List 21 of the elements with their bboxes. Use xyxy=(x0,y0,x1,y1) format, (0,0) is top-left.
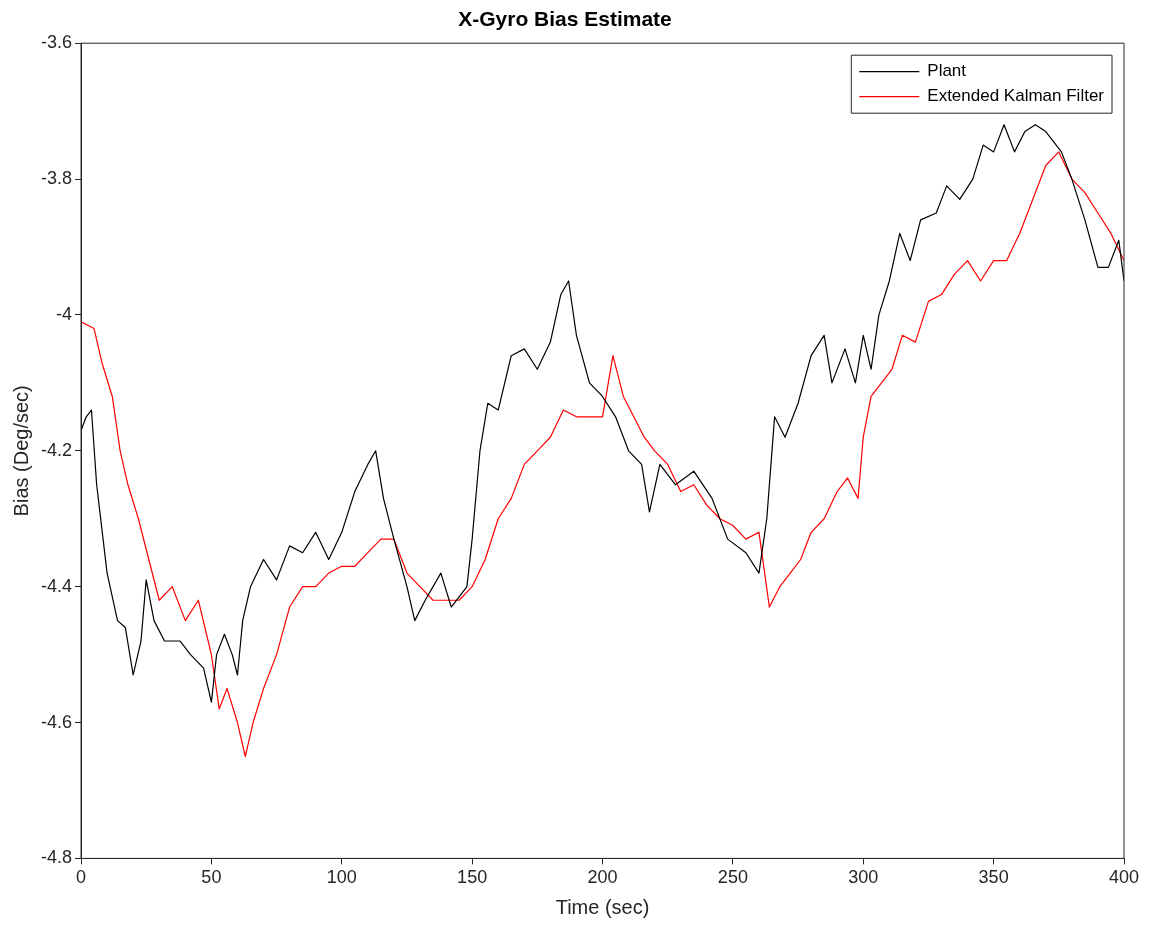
y-tick-label: -4.8 xyxy=(40,847,73,868)
y-tick-label: -4 xyxy=(56,303,73,324)
legend-label: Extended Kalman Filter xyxy=(927,86,1105,106)
legend-label: Plant xyxy=(927,61,967,81)
x-tick-label: 200 xyxy=(587,867,618,888)
y-tick-label: -3.6 xyxy=(40,32,73,53)
chart-title: X-Gyro Bias Estimate xyxy=(458,7,672,31)
y-tick-label: -4.2 xyxy=(40,439,73,460)
x-tick-label: 300 xyxy=(848,867,879,888)
y-tick-label: -4.6 xyxy=(40,711,73,732)
x-tick-label: 100 xyxy=(326,867,357,888)
y-tick-label: -3.8 xyxy=(40,168,73,189)
x-tick-label: 250 xyxy=(717,867,748,888)
x-axis-title: Time (sec) xyxy=(555,895,650,918)
y-tick-label: -4.4 xyxy=(40,575,73,596)
x-tick-label: 50 xyxy=(201,867,222,888)
x-tick-label: 150 xyxy=(457,867,488,888)
y-axis-title: Bias (Deg/sec) xyxy=(9,385,32,517)
x-tick-label: 350 xyxy=(978,867,1009,888)
x-tick-label: 0 xyxy=(76,867,87,888)
x-tick-label: 400 xyxy=(1108,867,1140,888)
